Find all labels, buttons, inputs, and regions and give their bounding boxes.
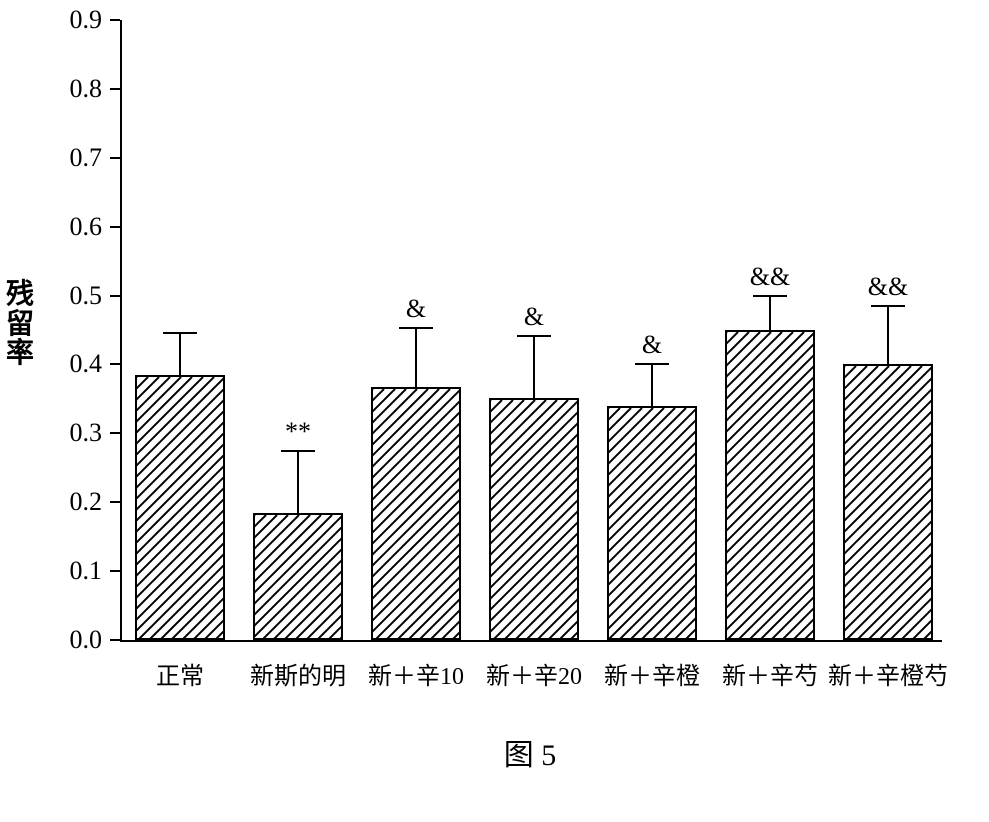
y-axis-label: 残留率 — [6, 280, 34, 368]
significance-marker: & — [524, 302, 544, 332]
significance-marker: ** — [285, 417, 311, 447]
y-tick-label: 0.7 — [0, 143, 102, 173]
significance-marker: & — [642, 330, 662, 360]
y-tick-label: 0.3 — [0, 418, 102, 448]
y-tick-label: 0.0 — [0, 625, 102, 655]
y-tick-label: 0.2 — [0, 487, 102, 517]
bar — [253, 513, 343, 640]
bar-group: & — [371, 20, 461, 640]
x-tick-label: 正常 — [156, 656, 204, 691]
bar-group — [135, 20, 225, 640]
x-tick-label: 新＋辛芍 — [722, 656, 818, 691]
bar-group: & — [607, 20, 697, 640]
bar — [135, 375, 225, 640]
bar — [489, 398, 579, 640]
x-tick-label: 新＋辛20 — [486, 656, 582, 691]
x-tick-label: 新＋辛橙 — [604, 656, 700, 691]
bar-group: & — [489, 20, 579, 640]
significance-marker: && — [750, 262, 790, 292]
bar — [607, 406, 697, 640]
y-tick-label: 0.6 — [0, 212, 102, 242]
x-tick-label: 新＋辛10 — [368, 656, 464, 691]
significance-marker: & — [406, 294, 426, 324]
y-tick-label: 0.1 — [0, 556, 102, 586]
bar-group: && — [843, 20, 933, 640]
significance-marker: && — [868, 272, 908, 302]
figure-caption: 图 5 — [504, 730, 557, 774]
y-tick-label: 0.8 — [0, 74, 102, 104]
bar-group: && — [725, 20, 815, 640]
x-tick-label: 新＋辛橙芍 — [828, 656, 948, 691]
bar — [371, 387, 461, 641]
bar — [725, 330, 815, 640]
x-tick-label: 新斯的明 — [250, 656, 346, 691]
y-tick-label: 0.9 — [0, 5, 102, 35]
bar — [843, 364, 933, 640]
bar-group: ** — [253, 20, 343, 640]
